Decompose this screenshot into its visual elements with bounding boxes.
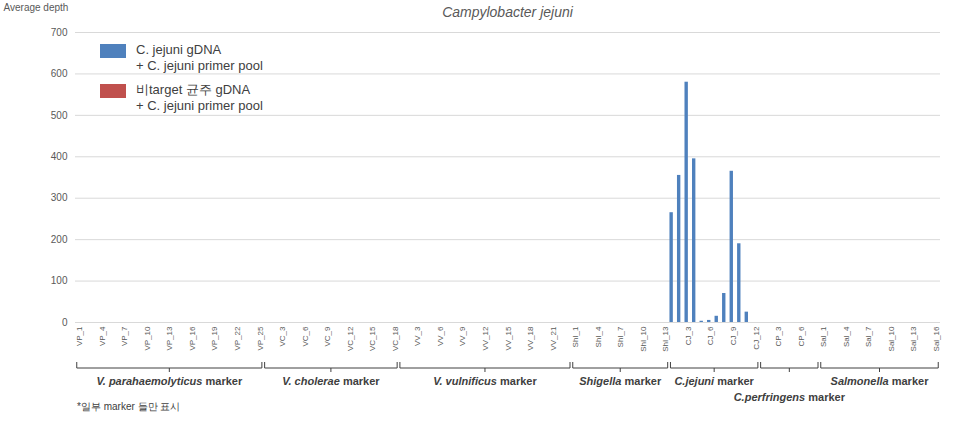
html-text:Campylobacter jejuni: Campylobacter jejuni [442, 4, 573, 20]
svg-text:300: 300 [51, 192, 68, 203]
svg-text:100: 100 [51, 275, 68, 286]
svg-text:VP_16: VP_16 [188, 326, 197, 351]
html-text:*일부 marker 들만 표시: *일부 marker 들만 표시 [77, 401, 181, 412]
svg-text:V. cholerae marker: V. cholerae marker [282, 375, 380, 387]
svg-text:VV_12: VV_12 [481, 326, 490, 351]
html-text:C. jejuni gDNA + C. jejuni pri: C. jejuni gDNA + C. jejuni primer pool [136, 42, 263, 73]
svg-text:400: 400 [51, 151, 68, 162]
svg-text:ShI_4: ShI_4 [594, 326, 603, 347]
svg-text:VV_6: VV_6 [436, 326, 445, 346]
svg-text:CJ_12: CJ_12 [752, 326, 761, 350]
svg-text:VV_21: VV_21 [549, 326, 558, 351]
svg-text:VP_4: VP_4 [98, 326, 107, 346]
svg-text:VP_22: VP_22 [233, 326, 242, 351]
svg-text:CJ_9: CJ_9 [729, 326, 738, 345]
svg-text:0: 0 [62, 317, 68, 328]
svg-text:Salmonella marker: Salmonella marker [831, 375, 930, 387]
svg-text:V. vulnificus marker: V. vulnificus marker [433, 375, 537, 387]
svg-text:Shigella marker: Shigella marker [579, 375, 662, 387]
svg-text:V. parahaemolyticus marker: V. parahaemolyticus marker [96, 375, 242, 387]
svg-text:VV_15: VV_15 [504, 326, 513, 351]
svg-text:ShI_1: ShI_1 [571, 326, 580, 347]
svg-text:VP_13: VP_13 [165, 326, 174, 351]
svg-text:Average depth: Average depth [4, 2, 69, 13]
svg-text:Sal_7: Sal_7 [864, 326, 873, 347]
svg-text:Sal_1: Sal_1 [819, 326, 828, 347]
svg-text:Sal_13: Sal_13 [909, 326, 918, 351]
svg-text:VC_3: VC_3 [278, 326, 287, 347]
svg-text:Sal_10: Sal_10 [887, 326, 896, 351]
svg-text:VC_15: VC_15 [368, 326, 377, 351]
svg-text:CJ_6: CJ_6 [706, 326, 715, 345]
svg-text:CJ_3: CJ_3 [684, 326, 693, 345]
svg-text:VV_3: VV_3 [413, 326, 422, 346]
svg-text:VP_10: VP_10 [143, 326, 152, 351]
svg-text:500: 500 [51, 110, 68, 121]
svg-text:Sal_16: Sal_16 [932, 326, 941, 351]
svg-text:VC_9: VC_9 [323, 326, 332, 347]
svg-text:C.jejuni marker: C.jejuni marker [674, 375, 754, 387]
svg-text:VC_18: VC_18 [391, 326, 400, 351]
svg-text:600: 600 [51, 68, 68, 79]
svg-text:Sal_4: Sal_4 [842, 326, 851, 347]
html-text:비target 균주 gDNA + C. jejuni pr: 비target 균주 gDNA + C. jejuni primer pool [136, 82, 263, 113]
svg-text:VV_9: VV_9 [458, 326, 467, 346]
svg-text:CP_6: CP_6 [797, 326, 806, 347]
svg-text:ShI_10: ShI_10 [639, 326, 648, 352]
svg-text:VP_25: VP_25 [256, 326, 265, 351]
svg-text:700: 700 [51, 27, 68, 38]
svg-text:VC_6: VC_6 [301, 326, 310, 347]
svg-text:VP_7: VP_7 [120, 326, 129, 346]
svg-text:ShI_13: ShI_13 [661, 326, 670, 352]
svg-text:C.perfringens marker: C.perfringens marker [734, 391, 846, 403]
svg-text:200: 200 [51, 234, 68, 245]
svg-text:CP_3: CP_3 [774, 326, 783, 347]
svg-text:VC_12: VC_12 [346, 326, 355, 351]
svg-text:ShI_7: ShI_7 [616, 326, 625, 347]
svg-text:VP_1: VP_1 [75, 326, 84, 346]
svg-text:VP_19: VP_19 [210, 326, 219, 351]
svg-text:VV_18: VV_18 [526, 326, 535, 351]
